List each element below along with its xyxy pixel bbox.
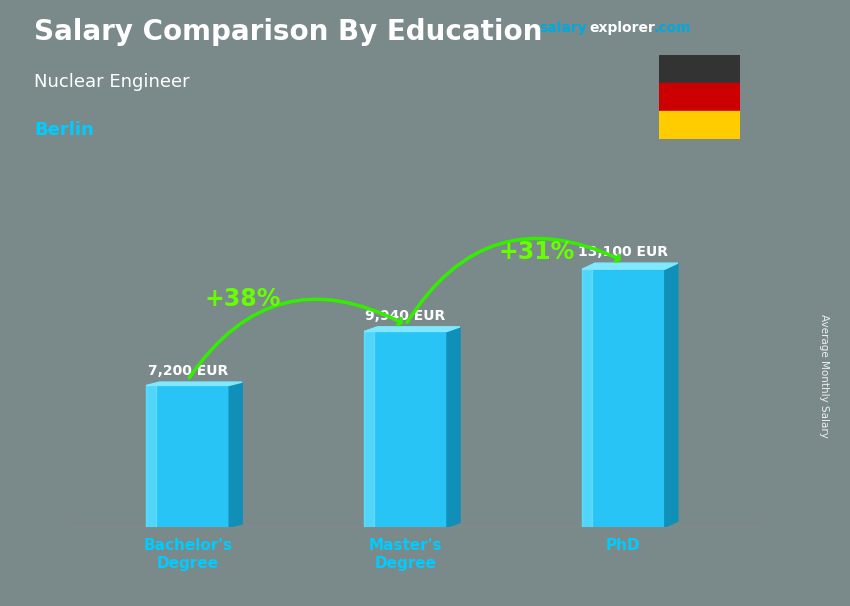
Text: .com: .com — [654, 21, 691, 35]
Polygon shape — [582, 269, 665, 527]
Polygon shape — [146, 385, 156, 527]
Text: Nuclear Engineer: Nuclear Engineer — [34, 73, 190, 91]
Bar — [659, 111, 740, 139]
Text: salary: salary — [540, 21, 587, 35]
Polygon shape — [665, 263, 677, 527]
Polygon shape — [447, 327, 460, 527]
Text: +31%: +31% — [498, 239, 575, 264]
Text: Berlin: Berlin — [34, 121, 94, 139]
Text: Salary Comparison By Education: Salary Comparison By Education — [34, 18, 542, 46]
Bar — [659, 55, 740, 83]
Polygon shape — [364, 331, 447, 527]
Polygon shape — [230, 382, 242, 527]
Polygon shape — [582, 263, 677, 269]
Text: Average Monthly Salary: Average Monthly Salary — [819, 314, 829, 438]
Text: 13,100 EUR: 13,100 EUR — [578, 245, 668, 259]
Text: explorer: explorer — [589, 21, 654, 35]
Text: +38%: +38% — [204, 287, 280, 311]
Bar — [659, 83, 740, 111]
Text: 7,200 EUR: 7,200 EUR — [148, 364, 228, 378]
Polygon shape — [364, 327, 460, 331]
Text: 9,940 EUR: 9,940 EUR — [366, 309, 445, 323]
Polygon shape — [364, 331, 374, 527]
Polygon shape — [582, 269, 592, 527]
Polygon shape — [146, 385, 230, 527]
Polygon shape — [146, 382, 242, 385]
